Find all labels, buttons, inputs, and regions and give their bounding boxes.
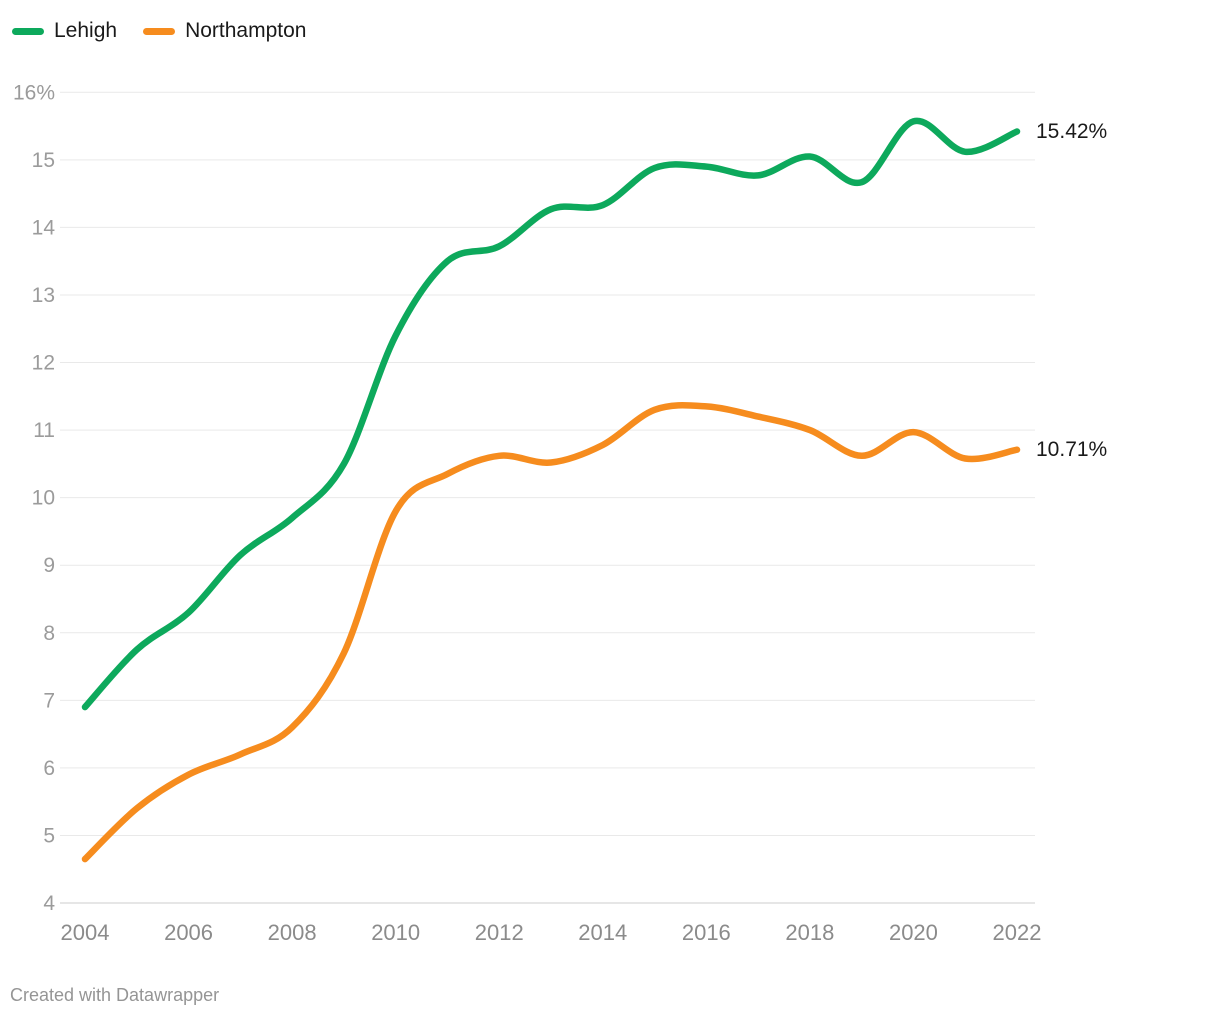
y-tick-label: 8: [43, 622, 55, 645]
x-tick-label: 2006: [164, 920, 213, 945]
x-tick-label: 2022: [993, 920, 1042, 945]
legend: Lehigh Northampton: [12, 18, 306, 44]
legend-label-lehigh: Lehigh: [54, 19, 118, 42]
y-tick-label: 11: [33, 419, 55, 442]
y-tick-label: 7: [43, 689, 55, 712]
y-tick-label: 6: [43, 757, 55, 780]
x-tick-label: 2016: [682, 920, 731, 945]
x-tick-label: 2014: [578, 920, 627, 945]
series-line-lehigh: [81, 117, 1021, 711]
y-tick-label: 4: [43, 892, 55, 915]
attribution-text: Created with Datawrapper: [10, 985, 220, 1005]
x-tick-label: 2018: [785, 920, 834, 945]
y-tick-label: 15: [32, 149, 55, 172]
x-tick-label: 2010: [371, 920, 420, 945]
legend-swatch-northampton: [143, 27, 176, 35]
y-tick-label: 5: [43, 824, 55, 847]
x-tick-label: 2012: [475, 920, 524, 945]
y-tick-label: 14: [32, 216, 56, 239]
end-value-label-northampton: 10.71%: [1036, 438, 1108, 461]
x-tick-label: 2020: [889, 920, 938, 945]
y-tick-label: 12: [32, 352, 55, 375]
legend-item-lehigh: Lehigh: [12, 18, 117, 44]
legend-label-northampton: Northampton: [185, 19, 307, 42]
y-tick-label: 9: [43, 554, 55, 577]
x-tick-label: 2004: [61, 920, 110, 945]
y-tick-label: 13: [32, 284, 55, 307]
legend-item-northampton: Northampton: [143, 18, 306, 44]
x-tick-label: 2008: [268, 920, 317, 945]
legend-swatch-lehigh: [12, 27, 44, 35]
y-tick-label: 16%: [13, 81, 55, 104]
series-line-northampton: [81, 402, 1021, 863]
end-value-label-lehigh: 15.42%: [1036, 120, 1108, 143]
y-tick-label: 10: [32, 487, 55, 510]
